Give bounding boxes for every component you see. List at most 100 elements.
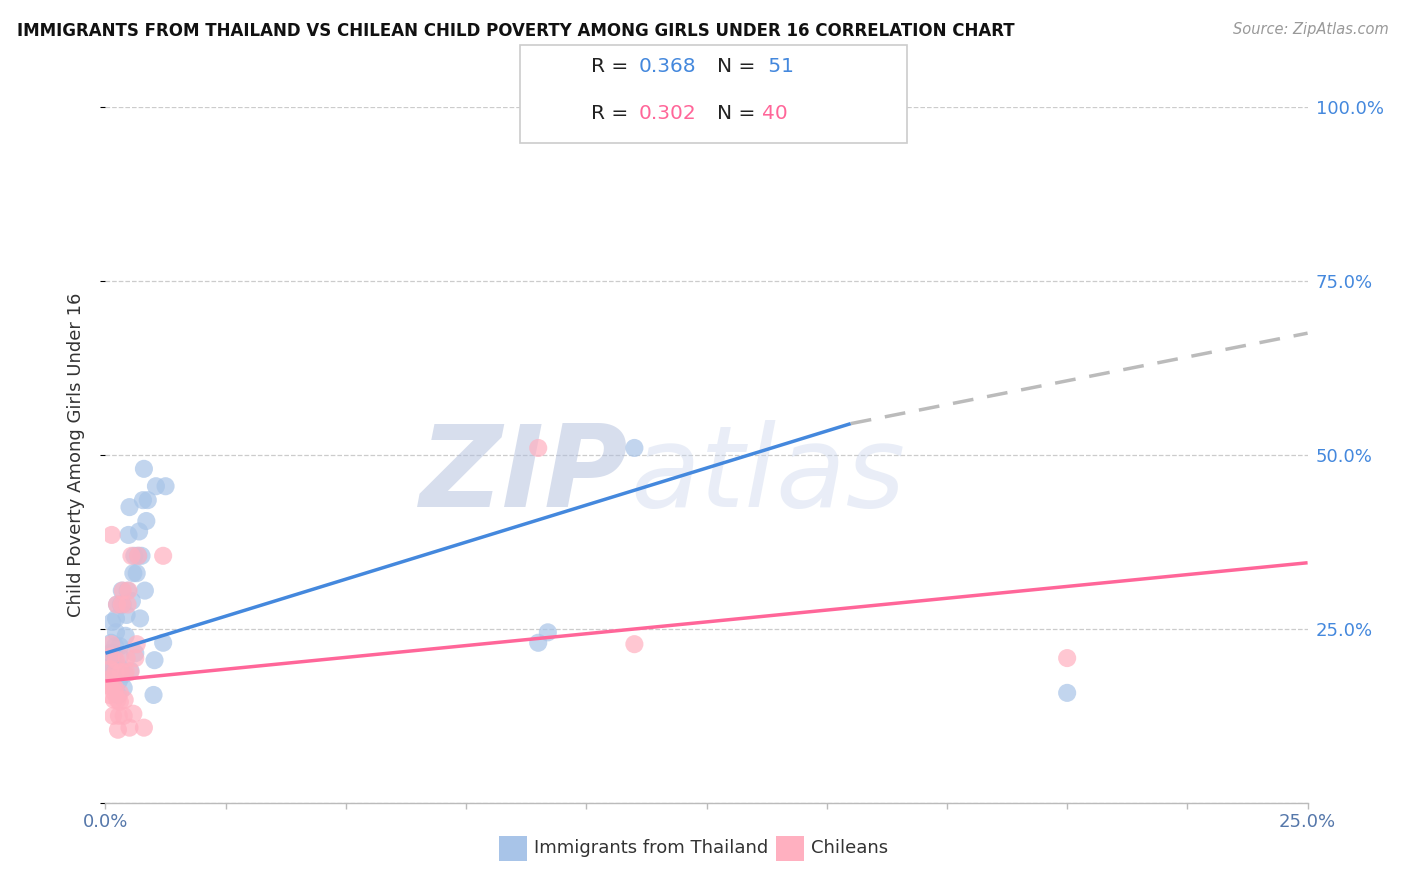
Point (134, 583, 156, 598)
Point (118, 500, 141, 514)
Point (142, 688, 165, 702)
Point (132, 493, 155, 508)
Point (135, 514, 157, 528)
Point (100, 528, 122, 542)
Point (98, 672, 121, 686)
Point (114, 693, 136, 707)
Point (124, 651, 146, 665)
Point (1056, 651, 1078, 665)
Y-axis label: Child Poverty Among Girls Under 16: Child Poverty Among Girls Under 16 (66, 293, 84, 617)
Text: R =: R = (591, 57, 634, 77)
Point (127, 549, 149, 563)
Point (143, 653, 166, 667)
Point (104, 653, 127, 667)
Point (152, 636, 174, 650)
Text: 51: 51 (762, 57, 794, 77)
Point (537, 625, 560, 640)
Point (120, 549, 142, 563)
Point (105, 611, 128, 625)
Point (120, 665, 142, 679)
Point (110, 665, 132, 679)
Point (98, 660, 121, 674)
Point (100, 649, 122, 664)
Point (98, 646, 121, 660)
Point (107, 723, 129, 737)
Point (111, 583, 134, 598)
Point (114, 667, 136, 681)
Point (155, 479, 177, 493)
Point (125, 566, 148, 581)
Point (110, 598, 132, 612)
Point (1056, 686, 1078, 700)
Point (104, 681, 127, 695)
Point (108, 660, 131, 674)
Point (111, 583, 134, 598)
Point (125, 637, 148, 651)
Point (101, 615, 124, 629)
Text: atlas: atlas (631, 420, 905, 532)
Point (131, 549, 153, 563)
Point (127, 549, 149, 563)
Point (152, 549, 174, 563)
Point (117, 598, 139, 612)
Text: ZIP: ZIP (420, 420, 628, 532)
Point (104, 639, 127, 653)
Point (108, 686, 131, 700)
Point (132, 462, 155, 476)
Text: 0.302: 0.302 (638, 103, 696, 123)
Point (129, 611, 152, 625)
Point (100, 636, 122, 650)
Point (105, 625, 128, 640)
Point (117, 583, 139, 598)
Point (111, 598, 134, 612)
Point (103, 660, 125, 674)
Point (122, 706, 145, 721)
Point (100, 637, 122, 651)
Point (145, 479, 167, 493)
Point (122, 566, 145, 581)
Point (128, 524, 150, 539)
Point (107, 693, 129, 707)
Point (98, 679, 121, 693)
Point (117, 528, 139, 542)
Point (115, 651, 138, 665)
Point (103, 686, 125, 700)
Point (112, 681, 135, 695)
Point (105, 598, 128, 612)
Text: R =: R = (591, 103, 634, 123)
Point (103, 693, 125, 707)
Point (108, 674, 131, 689)
Point (107, 688, 129, 702)
Point (104, 665, 127, 679)
Text: Chileans: Chileans (811, 839, 889, 857)
Point (114, 629, 136, 643)
Point (101, 667, 124, 681)
Point (124, 646, 146, 660)
Point (527, 441, 550, 455)
Point (108, 649, 131, 664)
Point (117, 583, 139, 598)
Point (108, 708, 131, 723)
Point (112, 708, 135, 723)
Point (105, 598, 128, 612)
Text: Immigrants from Thailand: Immigrants from Thailand (534, 839, 769, 857)
Point (120, 664, 142, 678)
Point (103, 646, 125, 660)
Text: 0.368: 0.368 (638, 57, 696, 77)
Point (115, 607, 138, 622)
Point (121, 594, 143, 608)
Point (101, 677, 124, 691)
Point (105, 653, 128, 667)
Text: IMMIGRANTS FROM THAILAND VS CHILEAN CHILD POVERTY AMONG GIRLS UNDER 16 CORRELATI: IMMIGRANTS FROM THAILAND VS CHILEAN CHIL… (17, 22, 1015, 40)
Point (623, 637, 645, 651)
Point (623, 441, 645, 455)
Point (101, 708, 124, 723)
Text: N =: N = (717, 103, 762, 123)
Point (111, 598, 134, 612)
Point (98, 662, 121, 676)
Point (98, 688, 121, 702)
Point (527, 636, 550, 650)
Point (136, 493, 159, 508)
Point (108, 695, 131, 709)
Point (118, 721, 141, 735)
